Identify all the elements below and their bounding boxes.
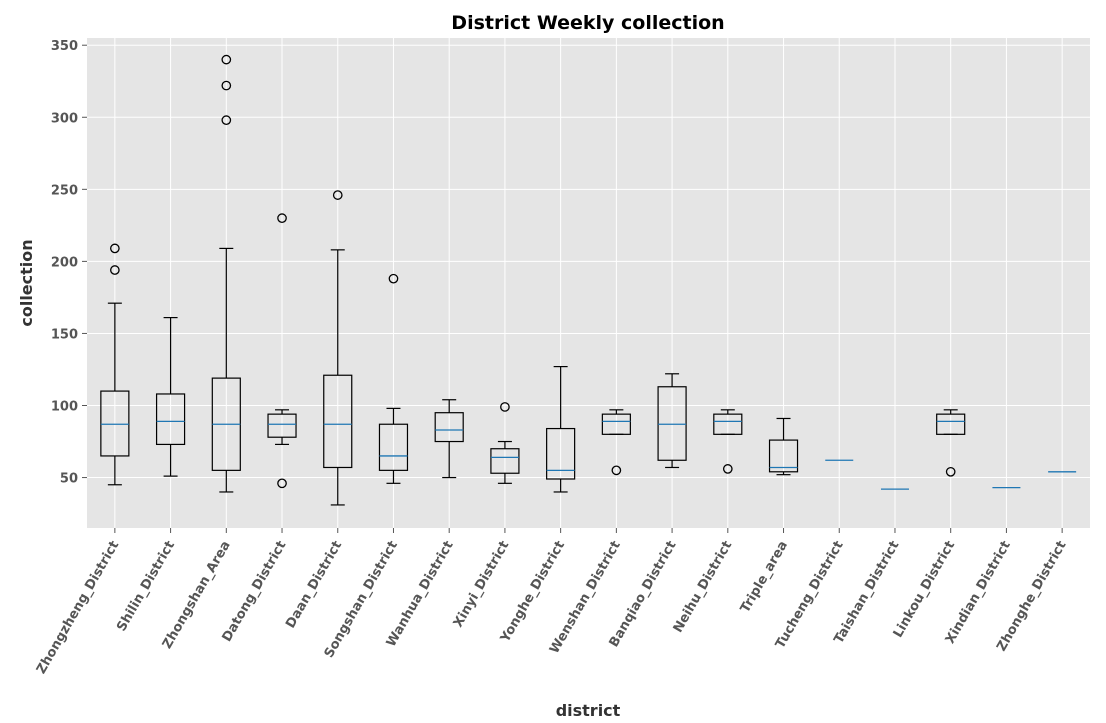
outlier-point	[277, 213, 287, 223]
x-tick-label: Zhongzheng_District	[34, 539, 122, 677]
box-Linkou_District	[936, 409, 966, 477]
y-tick-label: 300	[51, 111, 78, 126]
y-axis-label: collection	[17, 239, 36, 326]
box-Songshan_District	[378, 273, 409, 484]
outlier-point	[722, 464, 733, 474]
box-Yonghe_District	[546, 365, 576, 493]
iqr-box	[936, 413, 966, 435]
x-tick-label: Datong_District	[220, 539, 290, 645]
outlier-point	[277, 478, 287, 489]
iqr-box	[323, 374, 353, 469]
y-tick-label: 150	[51, 327, 78, 342]
box-Zhongzheng_District	[100, 243, 130, 486]
outlier-point	[388, 273, 399, 284]
outlier-point	[221, 80, 232, 91]
iqr-box	[657, 386, 687, 461]
x-tick-label: Linkou_District	[891, 539, 958, 641]
y-tick-label: 250	[51, 183, 78, 198]
box-Triple_area	[768, 417, 799, 476]
iqr-box	[601, 413, 631, 435]
chart-title: District Weekly collection	[451, 12, 724, 34]
iqr-box	[546, 427, 576, 480]
x-tick-label: Neihu_District	[671, 539, 736, 636]
iqr-box	[155, 393, 186, 446]
x-tick-label: Xinyi_District	[451, 539, 513, 631]
outlier-point	[110, 265, 120, 275]
outlier-point	[110, 243, 120, 254]
iqr-box	[378, 423, 409, 471]
box-Zhongshan_Area	[211, 54, 241, 493]
outlier-point	[945, 466, 956, 477]
iqr-box	[100, 390, 130, 457]
iqr-box	[490, 448, 520, 474]
y-tick-label: 200	[51, 255, 78, 270]
x-tick-label: Daan_District	[283, 539, 345, 631]
y-tick-label: 350	[51, 39, 78, 54]
plot-area	[87, 38, 1090, 528]
x-axis-label: district	[556, 701, 621, 720]
iqr-box	[434, 412, 464, 443]
outlier-point	[332, 190, 343, 200]
x-tick-label: Shilin_District	[114, 539, 178, 635]
box-Neihu_District	[713, 409, 743, 474]
boxes	[100, 54, 1077, 506]
y-tick-label: 50	[60, 472, 78, 487]
box-Shilin_District	[155, 316, 186, 477]
iqr-box	[713, 413, 743, 435]
outlier-point	[500, 402, 510, 412]
box-Wanhua_District	[434, 399, 464, 479]
outlier-point	[221, 115, 232, 125]
x-tick-label: Triple_area	[738, 539, 791, 616]
box-Daan_District	[323, 190, 353, 506]
iqr-box	[267, 413, 297, 438]
outlier-point	[611, 465, 622, 476]
box-Wenshan_District	[601, 409, 631, 476]
box-Xinyi_District	[490, 402, 520, 484]
outlier-point	[221, 54, 232, 65]
y-tick-label: 100	[51, 400, 78, 415]
box-Datong_District	[267, 213, 297, 489]
iqr-box	[768, 439, 799, 473]
box-Banqiao_District	[657, 373, 687, 469]
